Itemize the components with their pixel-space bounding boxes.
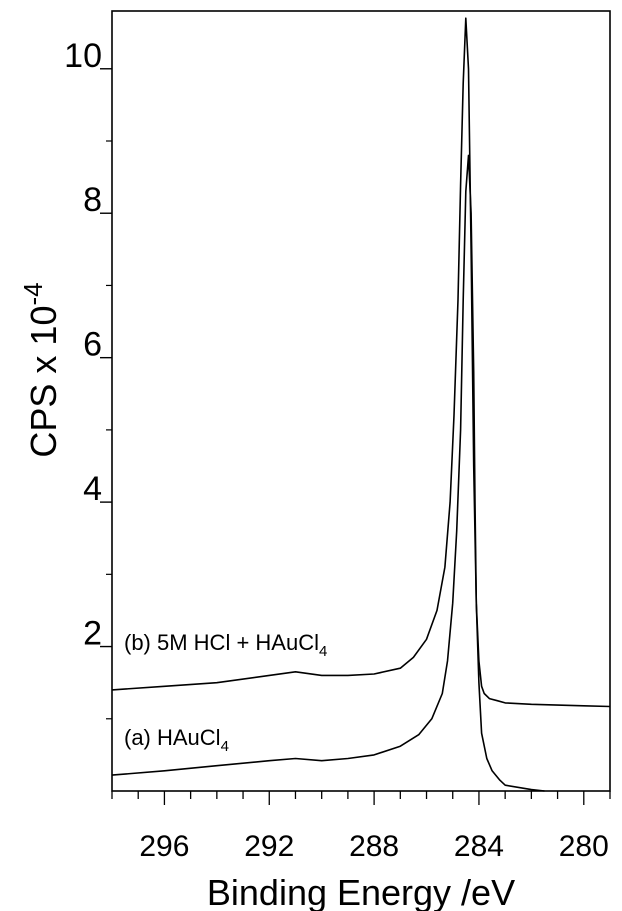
- x-tick-label: 288: [349, 830, 399, 863]
- x-tick-label: 280: [559, 830, 609, 863]
- series-label-a: (a) HAuCl4: [124, 725, 229, 755]
- x-axis-title: Binding Energy /eV: [207, 872, 515, 911]
- y-tick-label: 10: [64, 37, 102, 75]
- x-tick-label: 292: [244, 830, 294, 863]
- series-line-b: [111, 17, 611, 708]
- y-axis-title: CPS x 10-4: [18, 282, 64, 457]
- x-tick-label: 284: [454, 830, 504, 863]
- plot-frame: [111, 10, 611, 792]
- series-line-a: [111, 154, 545, 792]
- y-tick-label: 6: [83, 326, 102, 364]
- y-tick-label: 4: [83, 470, 102, 508]
- series-label-b: (b) 5M HCl + HAuCl4: [124, 630, 327, 660]
- x-axis-ticks: 296 292 288 284 280: [111, 791, 611, 863]
- y-axis-title-exponent: -4: [18, 282, 48, 305]
- series-layer: [111, 17, 611, 792]
- x-tick-label: 296: [139, 830, 189, 863]
- y-tick-label: 2: [83, 615, 102, 653]
- y-tick-label: 8: [83, 181, 102, 219]
- y-axis-ticks: 2 4 6 8 10: [64, 37, 112, 720]
